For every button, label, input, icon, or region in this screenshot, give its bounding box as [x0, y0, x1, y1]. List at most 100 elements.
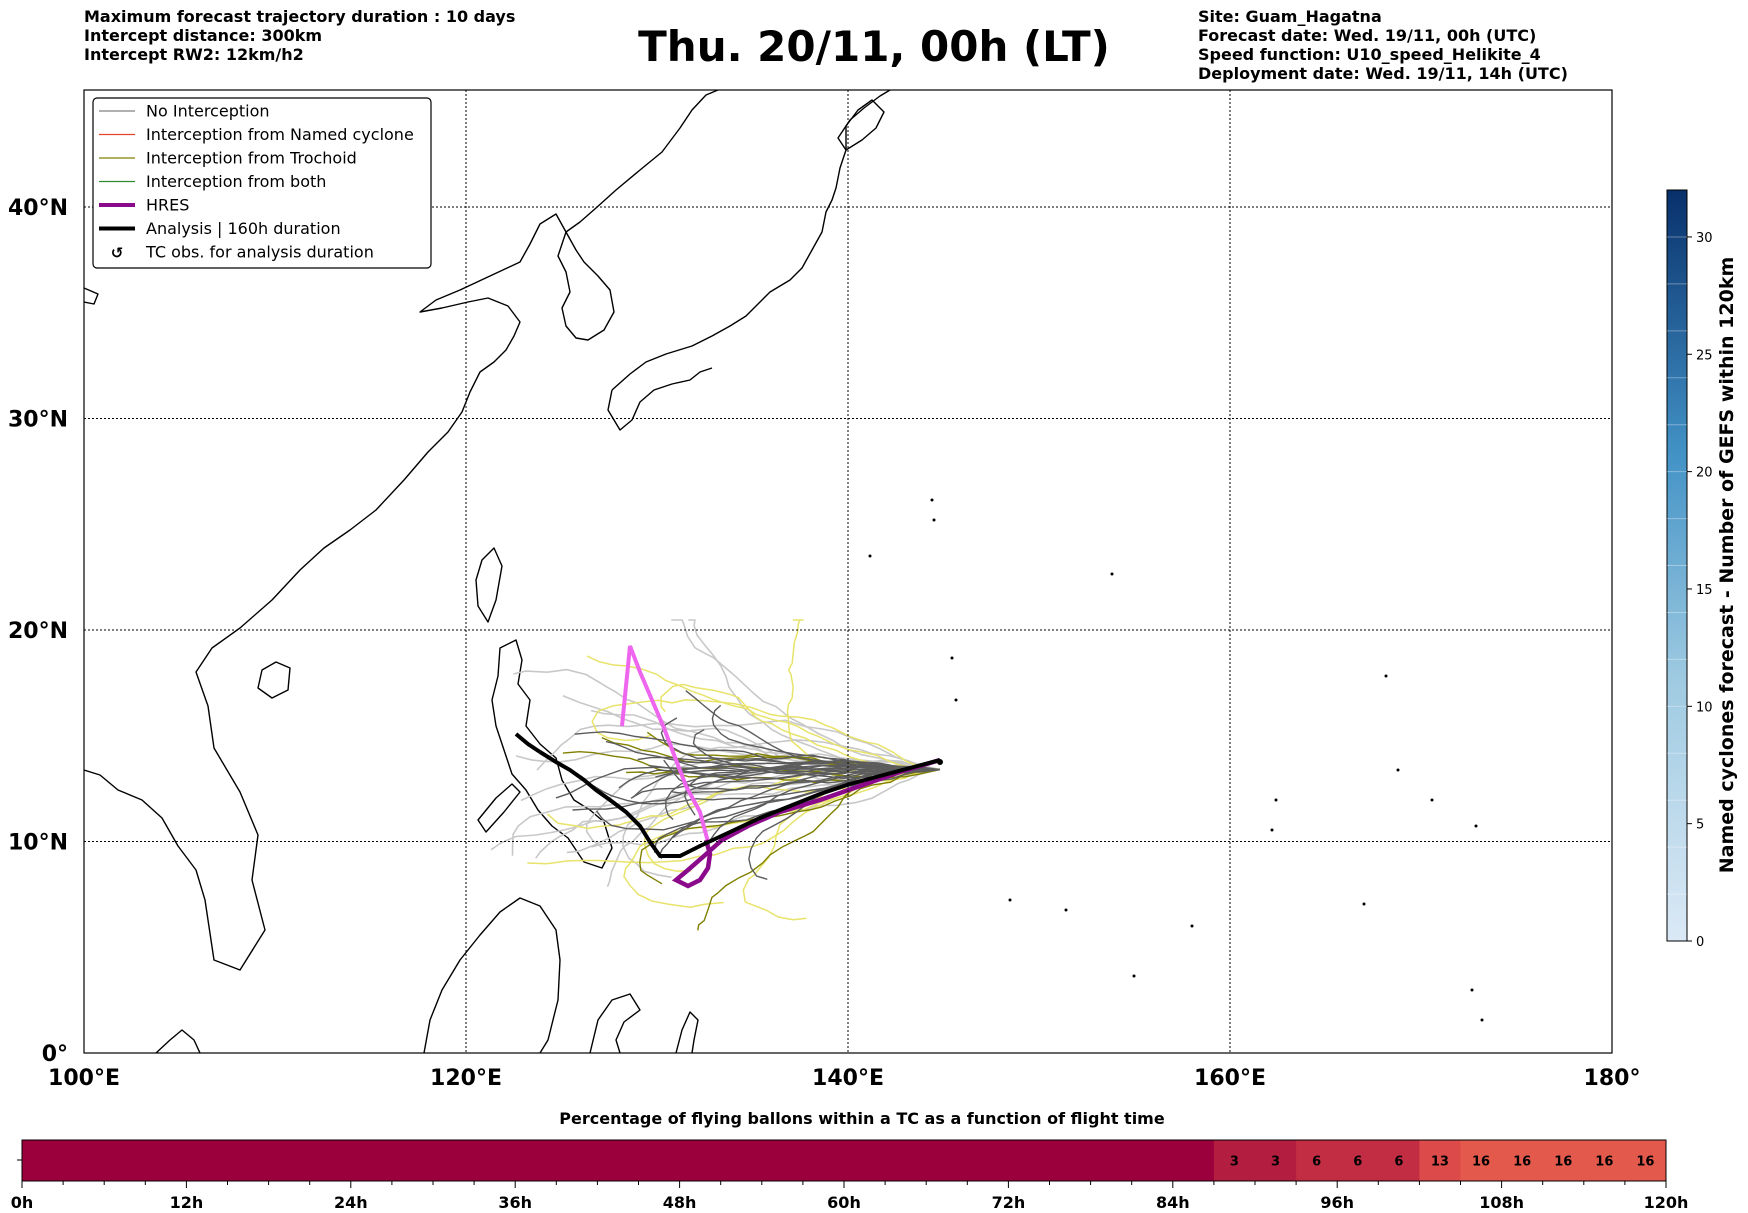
strip-cell: [309, 1140, 352, 1181]
strip-value-label: 13: [1431, 1155, 1449, 1170]
trajectory-line: [671, 619, 940, 771]
legend-item: No Interception: [99, 102, 270, 121]
island-marker: [1270, 828, 1274, 832]
island-marker: [1064, 908, 1068, 912]
strip-cell: [433, 1140, 475, 1181]
header-line: Intercept RW2: 12km/h2: [84, 45, 304, 64]
header-line: Maximum forecast trajectory duration : 1…: [84, 7, 516, 26]
strip-cell: [1255, 1140, 1297, 1181]
page-title: Thu. 20/11, 00h (LT): [638, 22, 1110, 71]
strip-cell: [967, 1140, 1009, 1181]
colorbar-fill: [1666, 189, 1688, 942]
legend-label: HRES: [146, 196, 189, 215]
lon-tick-label: 180°: [1584, 1066, 1641, 1091]
trajectory-line: [671, 768, 940, 795]
trajectory-line: [606, 768, 940, 887]
strip-cell: [1337, 1140, 1379, 1181]
island-marker: [1132, 974, 1136, 978]
island-marker: [950, 656, 954, 660]
strip-cell: [761, 1140, 804, 1181]
lon-tick-label: 140°E: [812, 1066, 884, 1091]
strip-cell: [1296, 1140, 1338, 1181]
island-marker: [1274, 798, 1278, 802]
coastline-japan: [607, 90, 891, 431]
strip-tick-label: 60h: [827, 1193, 861, 1212]
strip-cell: [515, 1140, 557, 1181]
strip-cell: [1090, 1140, 1133, 1181]
lat-tick-label: 20°N: [8, 619, 68, 644]
site-dot: [937, 759, 943, 765]
hres-trajectory: [671, 757, 941, 889]
strip-cells: [22, 1140, 1667, 1181]
colorbar-tick-label: 20: [1696, 466, 1713, 481]
legend-item: Analysis | 160h duration: [99, 219, 341, 238]
legend-item: Interception from Named cyclone: [99, 125, 414, 144]
strip-cell: [597, 1140, 639, 1181]
legend-label: Analysis | 160h duration: [146, 219, 341, 238]
legend-item: ↺ TC obs. for analysis duration: [111, 243, 374, 263]
colorbar-ticks: 0 5 10 15 20 25 30: [1687, 231, 1713, 950]
trajectory-line: [786, 619, 940, 771]
strip-cell: [1460, 1140, 1503, 1181]
trajectory-line: [572, 763, 940, 811]
island-marker: [1384, 674, 1388, 678]
flight-time-strip: Percentage of flying ballons within a TC…: [11, 1109, 1689, 1212]
strip-tick-label: 48h: [663, 1193, 697, 1212]
trajectory-line: [653, 768, 940, 853]
strip-cell: [1131, 1140, 1174, 1181]
coastline-borneo: [423, 897, 561, 1053]
island-marker: [1474, 824, 1478, 828]
strip-cell: [802, 1140, 845, 1181]
legend-label: No Interception: [146, 102, 270, 121]
coastline-hainan: [257, 661, 291, 699]
trajectory-line: [673, 759, 940, 774]
strip-ticks: 0h 12h 24h 36h 48h 60h 72h 84h 96h 108h 120h: [11, 1181, 1689, 1212]
strip-cell: [104, 1140, 146, 1181]
strip-value-label: 3: [1271, 1155, 1280, 1170]
island-marker: [1110, 572, 1114, 576]
strip-cell: [1501, 1140, 1544, 1181]
header-line: Site: Guam_Hagatna: [1198, 7, 1382, 26]
trajectory-line: [536, 719, 940, 771]
strip-cell: [1049, 1140, 1092, 1181]
trajectory-line: [685, 690, 940, 772]
lat-tick-label: 30°N: [8, 408, 68, 433]
pacific-islands: [868, 498, 1484, 1022]
strip-cell: [1419, 1140, 1461, 1181]
strip-cell: [1624, 1140, 1667, 1181]
latitude-labels: 0° 10°N 20°N 30°N 40°N: [8, 196, 68, 1067]
trajectory-line: [684, 759, 940, 816]
header-line: Deployment date: Wed. 19/11, 14h (UTC): [1198, 64, 1568, 83]
strip-title: Percentage of flying ballons within a TC…: [559, 1109, 1165, 1128]
legend-item: Interception from Trochoid: [99, 149, 357, 168]
island-marker: [1396, 768, 1400, 772]
legend: No Interception Interception from Named c…: [92, 97, 432, 269]
strip-value-label: 6: [1394, 1155, 1403, 1170]
strip-tick-label: 72h: [992, 1193, 1026, 1212]
lat-tick-label: 0°: [42, 1042, 68, 1067]
header-right-info: Site: Guam_Hagatna Forecast date: Wed. 1…: [1198, 7, 1568, 83]
island-marker: [1480, 1018, 1484, 1022]
strip-value-label: 16: [1595, 1155, 1613, 1170]
strip-tick-label: 120h: [1644, 1193, 1689, 1212]
legend-label: Interception from Trochoid: [146, 149, 357, 168]
strip-cell: [391, 1140, 434, 1181]
colorbar: 0 5 10 15 20 25 30 Named cyclones forecast - N…: [1666, 189, 1738, 950]
lon-tick-label: 100°E: [48, 1066, 120, 1091]
colorbar-tick-label: 5: [1696, 818, 1704, 833]
colorbar-bands: [1667, 236, 1687, 895]
trajectory-line: [586, 655, 940, 772]
trajectory-line: [707, 768, 940, 856]
hres-trajectory-extended: [620, 645, 710, 843]
header-line: Forecast date: Wed. 19/11, 00h (UTC): [1198, 26, 1537, 45]
header-line: Intercept distance: 300km: [84, 26, 323, 45]
coastline-sulawesi: [589, 993, 641, 1053]
strip-tick-label: 96h: [1320, 1193, 1354, 1212]
map-panel: 100°E 120°E 140°E 160°E 180° 0° 10°N 20°N 30°N 4…: [8, 89, 1641, 1091]
analysis-trajectory: [538, 750, 941, 858]
strip-cell: [1583, 1140, 1626, 1181]
coastline-halmahera: [675, 1011, 699, 1053]
legend-label: Interception from Named cyclone: [146, 125, 414, 144]
strip-value-label: 16: [1554, 1155, 1572, 1170]
island-marker: [1470, 988, 1474, 992]
